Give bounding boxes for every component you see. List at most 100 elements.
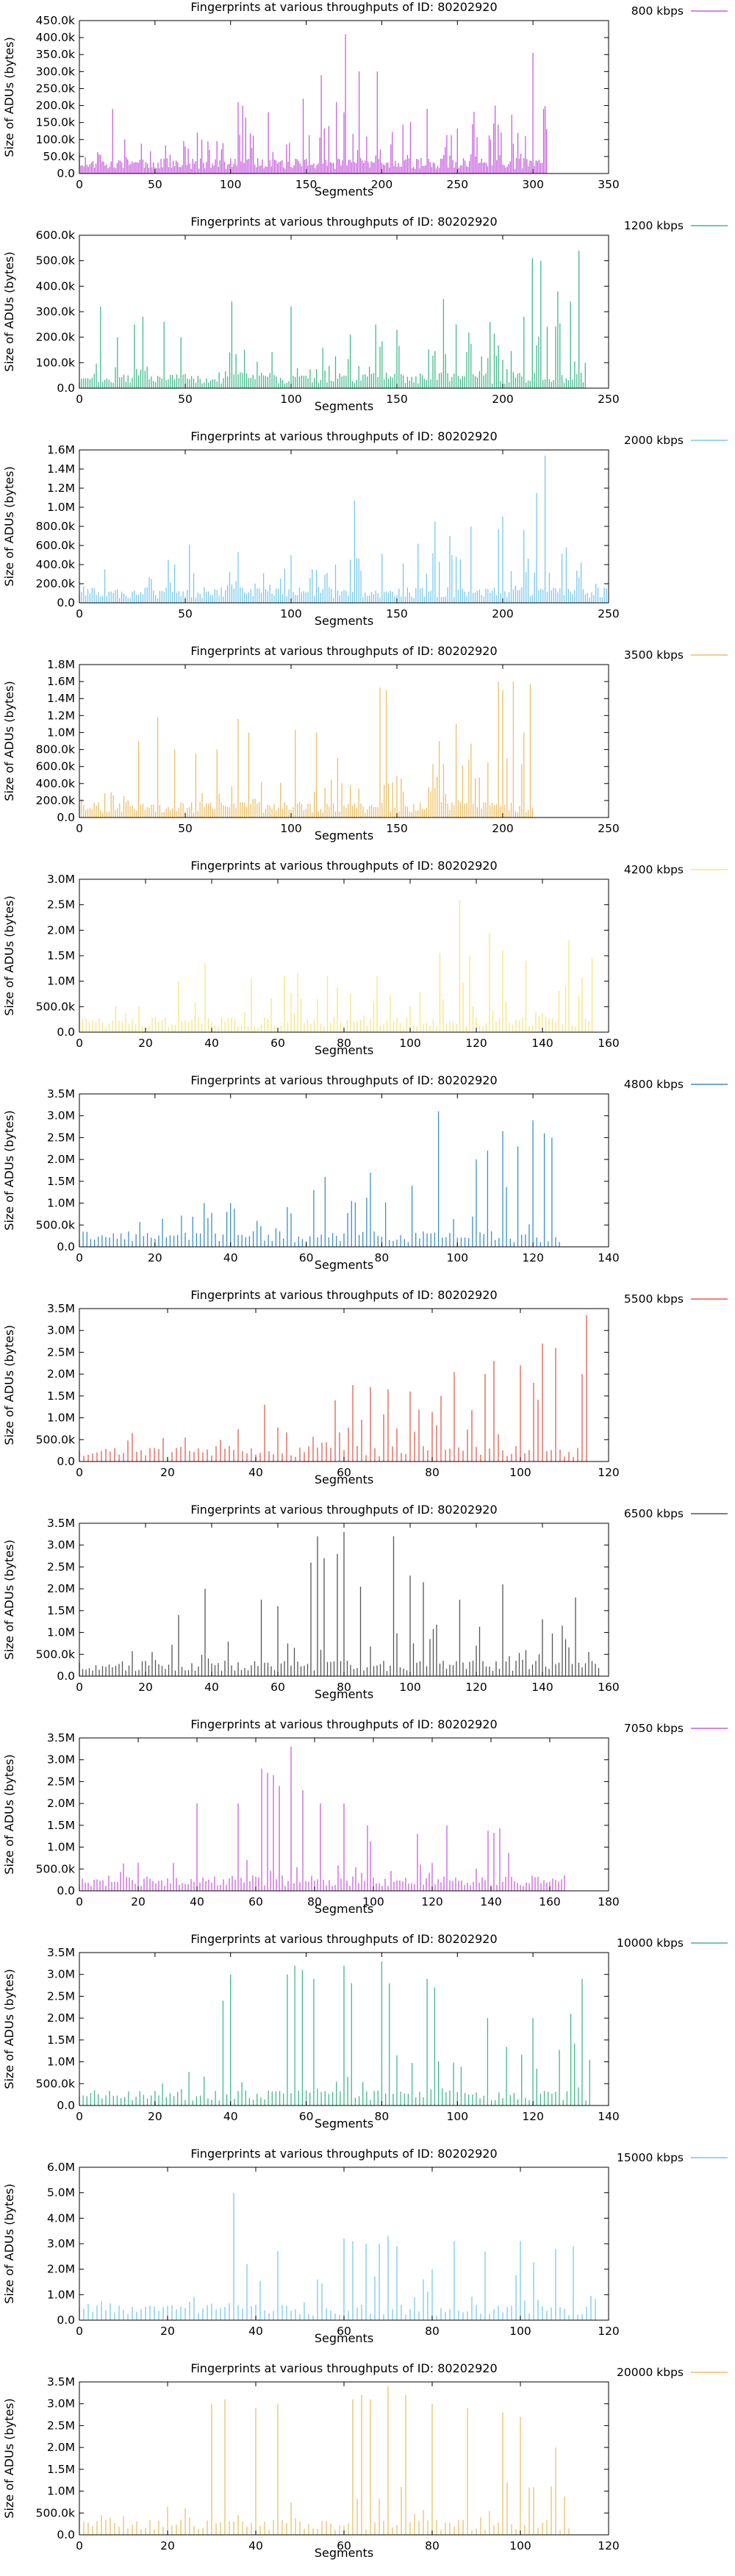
- x-tick-label: 60: [270, 1681, 285, 1694]
- x-tick-label: 150: [295, 178, 318, 191]
- x-axis-label: Segments: [315, 2331, 373, 2345]
- y-tick-label: 2.0M: [47, 2441, 75, 2454]
- y-tick-label: 500.0k: [36, 1000, 75, 1013]
- x-tick-label: 40: [248, 2539, 263, 2552]
- chart-svg: 0 50 100 150 200 250 0.0 100.0k 200.0k 300.0k 400.…: [2, 215, 728, 413]
- x-tick-label: 80: [337, 1681, 351, 1694]
- bar-group: [79, 681, 533, 817]
- x-tick-label: 80: [307, 1895, 322, 1908]
- x-tick-label: 100: [399, 1681, 421, 1694]
- x-tick-label: 140: [480, 1895, 502, 1908]
- x-tick-label: 80: [425, 2325, 440, 2338]
- y-tick-label: 5.0M: [47, 2186, 75, 2200]
- x-tick-label: 20: [160, 1466, 175, 1479]
- chart-title: Fingerprints at various throughputs of I…: [190, 644, 497, 658]
- y-tick-label: 3.0M: [47, 2397, 75, 2411]
- x-tick-label: 250: [598, 393, 620, 406]
- x-tick-label: 160: [539, 1895, 561, 1908]
- y-tick-label: 2.0M: [47, 1153, 75, 1166]
- plot-frame: [79, 1093, 609, 1248]
- y-tick-label: 400.0k: [36, 558, 75, 571]
- y-axis-label: Size of ADUs (bytes): [2, 1325, 16, 1445]
- x-tick-label: 160: [598, 1681, 620, 1694]
- x-tick-label: 250: [598, 822, 620, 835]
- chart-title: Fingerprints at various throughputs of I…: [190, 429, 497, 443]
- x-tick-label: 120: [421, 1895, 443, 1908]
- chart-title: Fingerprints at various throughputs of I…: [190, 2147, 497, 2161]
- x-tick-label: 60: [248, 1895, 263, 1908]
- x-tick-label: 0: [76, 1466, 83, 1479]
- chart-svg: 0 20 40 60 80 100 120 0.0 500.0k 1.0M 1.5M 2.0M 2.5M…: [2, 1288, 728, 1486]
- x-tick-label: 0: [76, 822, 83, 835]
- x-tick-label: 0: [76, 2539, 83, 2552]
- x-axis-label: Segments: [315, 1043, 373, 1057]
- bar-group: [79, 1111, 560, 1247]
- chart-panel: 0 20 40 60 80 100 120 140 160 0.0 500.0k 1.0M 1.5M 2.…: [0, 859, 735, 1073]
- y-tick-label: 50.0k: [43, 150, 76, 163]
- y-tick-label: 600.0k: [36, 539, 75, 552]
- x-tick-label: 250: [446, 178, 468, 191]
- chart-panel: 0 20 40 60 80 100 120 140 0.0 500.0k 1.0M 1.5M 2.0M 2…: [0, 1073, 735, 1288]
- x-tick-label: 60: [299, 1251, 314, 1264]
- x-tick-label: 80: [425, 1466, 440, 1479]
- x-tick-label: 0: [76, 1037, 83, 1050]
- bar-group: [79, 250, 586, 388]
- y-tick-label: 0.0: [57, 811, 75, 824]
- y-axis-label: Size of ADUs (bytes): [2, 1969, 16, 2089]
- y-axis-label: Size of ADUs (bytes): [2, 1539, 16, 1659]
- x-tick-label: 140: [598, 1251, 620, 1264]
- plot-frame: [79, 235, 609, 389]
- x-tick-label: 140: [598, 2110, 620, 2123]
- x-tick-label: 120: [522, 2110, 544, 2123]
- chart-title: Fingerprints at various throughputs of I…: [190, 859, 497, 873]
- y-tick-label: 250.0k: [36, 82, 75, 95]
- y-tick-label: 1.2M: [47, 482, 75, 495]
- y-axis-label: Size of ADUs (bytes): [2, 466, 16, 586]
- bar-group: [79, 1746, 565, 1891]
- plot-frame: [79, 879, 609, 1033]
- x-tick-label: 100: [220, 178, 242, 191]
- y-tick-label: 0.0: [57, 167, 75, 180]
- y-tick-label: 1.5M: [47, 2463, 75, 2476]
- chart-title: Fingerprints at various throughputs of I…: [190, 1932, 497, 1946]
- x-tick-label: 50: [178, 393, 193, 406]
- chart-panel: 0 20 40 60 80 100 120 0.0 500.0k 1.0M 1.5M 2.0M 2.5M…: [0, 2361, 735, 2576]
- y-tick-label: 500.0k: [36, 2077, 75, 2090]
- x-tick-label: 300: [522, 178, 544, 191]
- x-tick-label: 60: [337, 2539, 351, 2552]
- y-tick-label: 500.0k: [36, 1433, 75, 1446]
- chart-panel: 0 50 100 150 200 250 0.0 100.0k 200.0k 300.0k 400.…: [0, 215, 735, 429]
- x-axis-label: Segments: [315, 399, 373, 413]
- y-axis-label: Size of ADUs (bytes): [2, 1110, 16, 1230]
- y-axis-label: Size of ADUs (bytes): [2, 2398, 16, 2518]
- y-tick-label: 0.0: [57, 2314, 75, 2327]
- bar-group: [79, 1314, 587, 1461]
- chart-svg: 0 50 100 150 200 250 0.0 200.0k 400.0k 600.0k 800.…: [2, 429, 728, 628]
- x-axis-label: Segments: [315, 614, 373, 628]
- x-tick-label: 120: [465, 1681, 487, 1694]
- legend-label: 800 kbps: [631, 4, 684, 18]
- y-tick-label: 0.0: [57, 1026, 75, 1039]
- chart-svg: 0 20 40 60 80 100 120 140 160 0.0 500.0k 1.0M 1.5M 2.…: [2, 1503, 728, 1701]
- y-tick-label: 1.5M: [47, 1819, 75, 1832]
- legend-label: 15000 kbps: [617, 2151, 684, 2164]
- y-tick-label: 3.0M: [47, 1753, 75, 1767]
- chart-panel: 0 50 100 150 200 250 0.0 200.0k 400.0k 600.0k 800.…: [0, 644, 735, 859]
- x-tick-label: 80: [375, 2110, 390, 2123]
- y-tick-label: 200.0k: [36, 577, 75, 590]
- plot-frame: [79, 1308, 609, 1462]
- y-tick-label: 0.0: [57, 1240, 75, 1253]
- x-tick-label: 120: [522, 1251, 544, 1264]
- x-tick-label: 100: [509, 2325, 531, 2338]
- chart-panel: 0 20 40 60 80 100 120 0.0 1.0M 2.0M 3.0M 4.0M 5.0M 6.…: [0, 2147, 735, 2361]
- y-tick-label: 2.5M: [47, 2419, 75, 2432]
- chart-panel: 0 20 40 60 80 100 120 140 0.0 500.0k 1.0M 1.5M 2.0M 2…: [0, 1932, 735, 2147]
- y-tick-label: 2.5M: [47, 898, 75, 912]
- y-tick-label: 0.0: [57, 596, 75, 609]
- x-tick-label: 40: [248, 1466, 263, 1479]
- x-tick-label: 0: [76, 2110, 83, 2123]
- chart-title: Fingerprints at various throughputs of I…: [190, 1073, 497, 1087]
- y-tick-label: 800.0k: [36, 743, 75, 756]
- y-tick-label: 1.0M: [47, 1197, 75, 1210]
- x-tick-label: 140: [531, 1037, 553, 1050]
